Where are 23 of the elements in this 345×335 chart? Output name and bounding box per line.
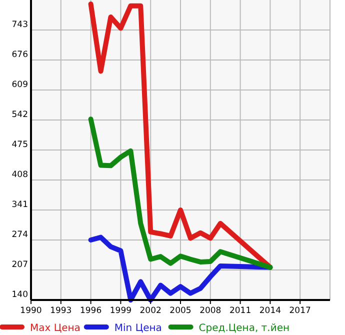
y-tick-label: 341 [12, 200, 28, 210]
y-tick-label: 274 [12, 230, 28, 240]
legend-label: Сред.Цена, т.йен [198, 323, 290, 334]
y-tick-label: 743 [12, 20, 28, 30]
y-tick-label: 542 [12, 110, 28, 120]
y-tick-label: 609 [12, 80, 28, 90]
y-tick-label: 408 [12, 170, 28, 180]
x-tick-label: 2014 [259, 306, 282, 316]
x-tick-label: 2017 [289, 306, 311, 316]
y-tick-label: 140 [12, 290, 28, 300]
x-tick-label: 1990 [20, 306, 42, 316]
x-tick-label: 1996 [80, 306, 102, 316]
legend-label: Max Цена [30, 323, 80, 334]
x-tick-label: 1993 [50, 306, 72, 316]
y-tick-label: 676 [12, 50, 28, 60]
y-tick-label: 207 [12, 260, 28, 270]
x-tick-label: 2005 [170, 306, 192, 316]
y-tick-label: 475 [12, 140, 28, 150]
x-tick-label: 2011 [229, 306, 252, 316]
x-tick-label: 1999 [110, 306, 132, 316]
legend-label: Min Цена [114, 323, 162, 334]
x-tick-label: 2002 [140, 306, 162, 316]
x-tick-label: 2008 [200, 306, 222, 316]
